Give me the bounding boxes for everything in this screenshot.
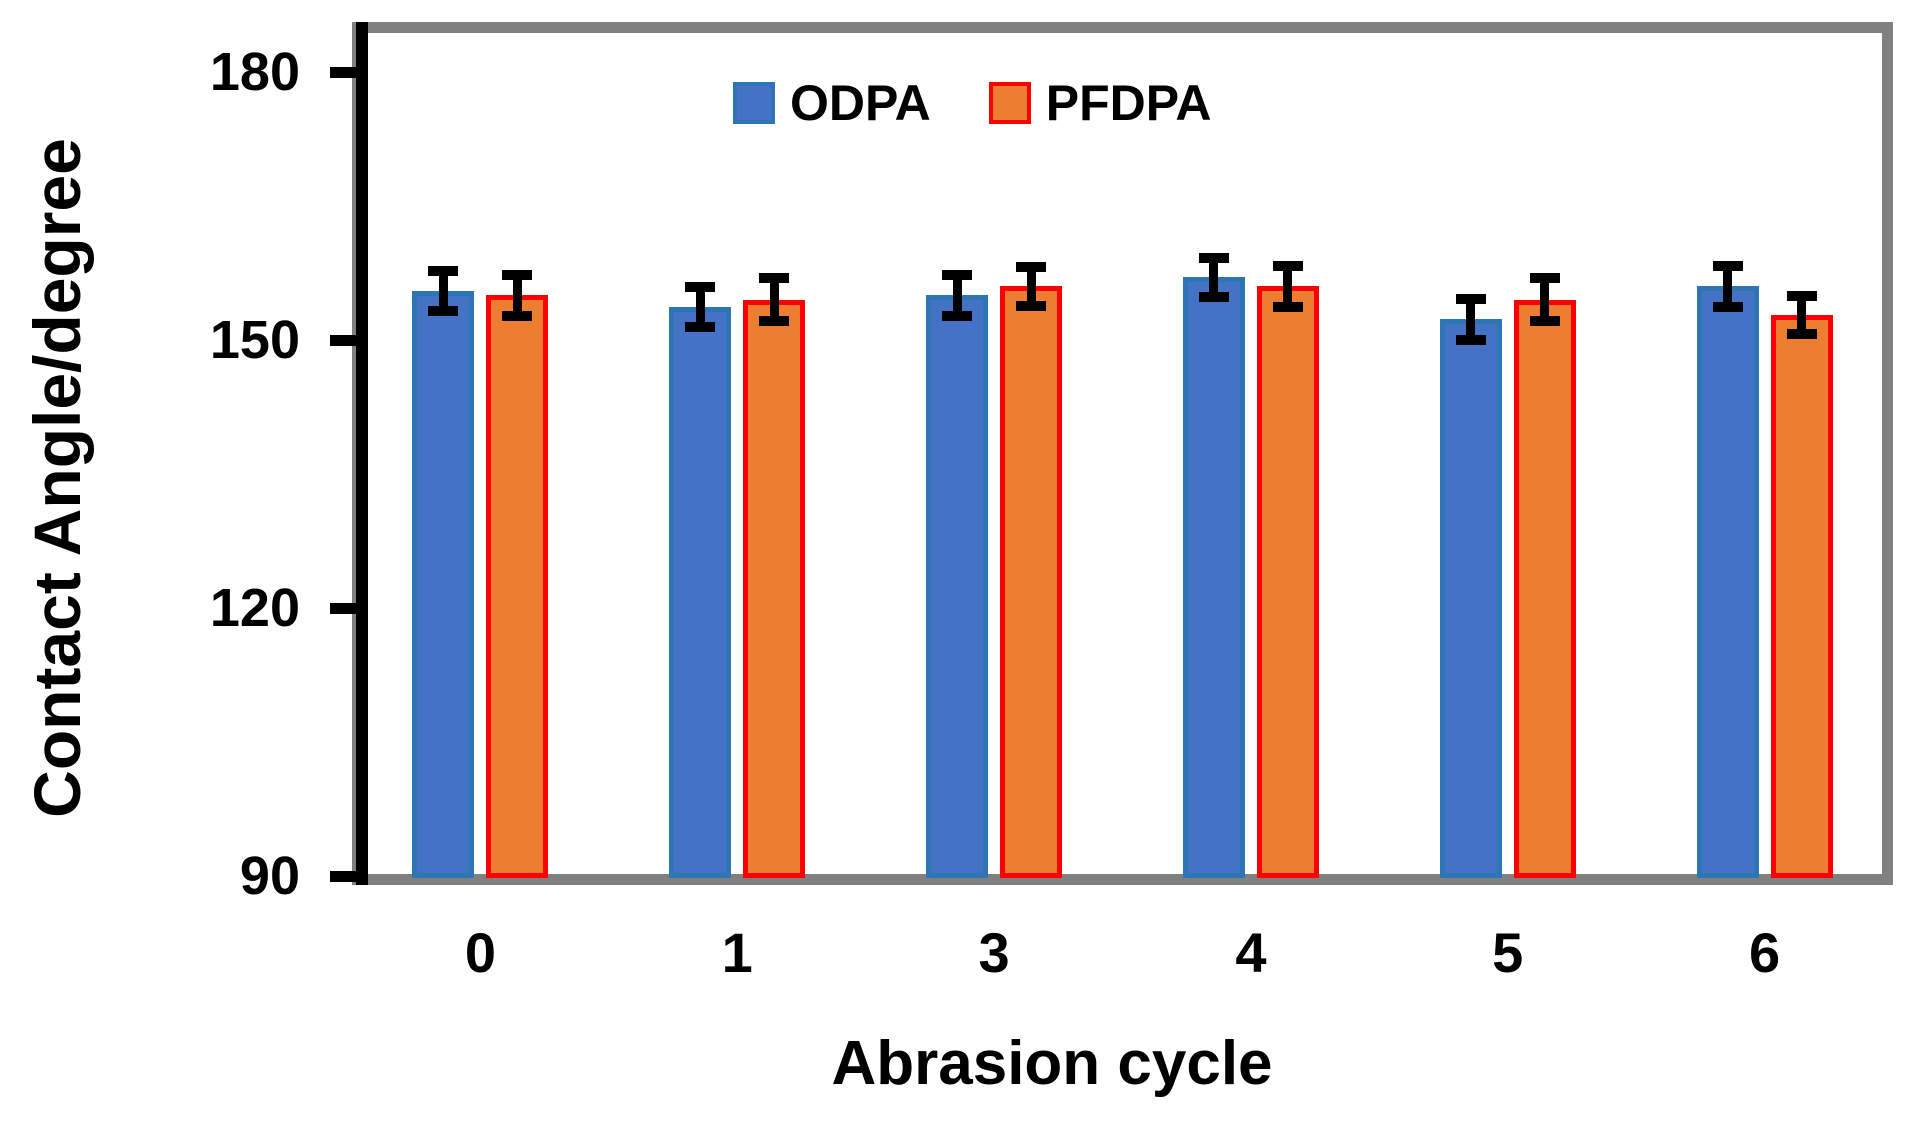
y-tick-mark xyxy=(330,66,368,78)
error-bar-line xyxy=(952,274,962,316)
legend-item-pfdpa: PFDPA xyxy=(988,75,1212,131)
bar-pfdpa-cycle-4 xyxy=(1256,286,1319,878)
bar-odpa-cycle-3 xyxy=(926,295,989,878)
error-bar-cap-bottom xyxy=(759,316,790,327)
error-bar-line xyxy=(1540,278,1550,322)
error-bar-cap-top xyxy=(759,273,790,284)
y-tick-label: 120 xyxy=(209,578,300,638)
legend: ODPA PFDPA xyxy=(733,78,1212,128)
error-bar-cap-top xyxy=(1712,260,1743,271)
y-tick-mark xyxy=(330,602,368,614)
bar-pfdpa-cycle-3 xyxy=(1000,286,1063,878)
error-bar-line xyxy=(438,271,448,311)
y-tick-label: 180 xyxy=(209,42,300,102)
error-bar-cap-bottom xyxy=(502,310,533,321)
error-bar-line xyxy=(1797,296,1807,334)
legend-swatch-odpa xyxy=(733,82,775,124)
error-bar-cap-bottom xyxy=(1016,301,1047,312)
error-bar-line xyxy=(1209,257,1219,298)
y-tick-label: 90 xyxy=(239,846,300,906)
error-bar-cap-bottom xyxy=(1272,301,1303,312)
error-bar-line xyxy=(1466,298,1476,340)
error-bar-cap-bottom xyxy=(1529,316,1560,327)
error-bar-cap-bottom xyxy=(1455,335,1486,345)
x-tick-label: 6 xyxy=(1749,921,1781,984)
error-bar-cap-bottom xyxy=(428,305,459,316)
x-tick-label: 3 xyxy=(978,921,1010,984)
error-bar-cap-bottom xyxy=(1198,292,1229,303)
x-tick-label: 1 xyxy=(721,921,753,984)
bar-odpa-cycle-0 xyxy=(412,290,475,878)
error-bar-cap-top xyxy=(1786,291,1817,302)
x-axis-title: Abrasion cycle xyxy=(831,1029,1273,1098)
error-bar-line xyxy=(769,278,779,322)
error-bar-cap-top xyxy=(428,266,459,277)
error-bar-cap-top xyxy=(1198,252,1229,263)
error-bar-line xyxy=(695,287,705,327)
bar-odpa-cycle-1 xyxy=(669,306,732,878)
bar-pfdpa-cycle-0 xyxy=(486,295,549,878)
bar-odpa-cycle-6 xyxy=(1696,286,1759,878)
bar-pfdpa-cycle-1 xyxy=(743,299,806,878)
y-tick-label: 150 xyxy=(209,310,300,370)
error-bar-line xyxy=(1723,265,1733,307)
plot-area-frame xyxy=(352,22,1893,885)
error-bar-cap-bottom xyxy=(685,321,716,332)
x-tick-label: 5 xyxy=(1492,921,1524,984)
y-tick-mark xyxy=(330,334,368,346)
legend-label: ODPA xyxy=(790,75,931,131)
legend-item-odpa: ODPA xyxy=(733,78,931,128)
error-bar-cap-top xyxy=(685,282,716,293)
bar-pfdpa-cycle-5 xyxy=(1513,299,1576,878)
bar-odpa-cycle-4 xyxy=(1182,277,1245,878)
error-bar-cap-bottom xyxy=(1712,301,1743,312)
error-bar-cap-top xyxy=(502,269,533,280)
error-bar-cap-top xyxy=(942,269,973,280)
error-bar-cap-top xyxy=(1016,261,1047,272)
error-bar-cap-top xyxy=(1529,273,1560,284)
bar-odpa-cycle-5 xyxy=(1439,319,1502,878)
error-bar-cap-top xyxy=(1455,293,1486,304)
error-bar-line xyxy=(1283,265,1293,307)
y-axis-title: Contact Angle/degree xyxy=(20,138,94,818)
error-bar-line xyxy=(512,274,522,316)
y-axis-line xyxy=(356,22,368,885)
legend-swatch-pfdpa xyxy=(988,82,1031,124)
x-tick-label: 4 xyxy=(1235,921,1267,984)
error-bar-cap-top xyxy=(1272,260,1303,271)
x-tick-label: 0 xyxy=(464,921,496,984)
y-tick-mark xyxy=(330,870,368,882)
error-bar-cap-bottom xyxy=(942,310,973,321)
error-bar-cap-bottom xyxy=(1786,328,1817,339)
error-bar-line xyxy=(1026,266,1036,307)
bar-pfdpa-cycle-6 xyxy=(1770,314,1833,878)
legend-label: PFDPA xyxy=(1045,75,1212,131)
